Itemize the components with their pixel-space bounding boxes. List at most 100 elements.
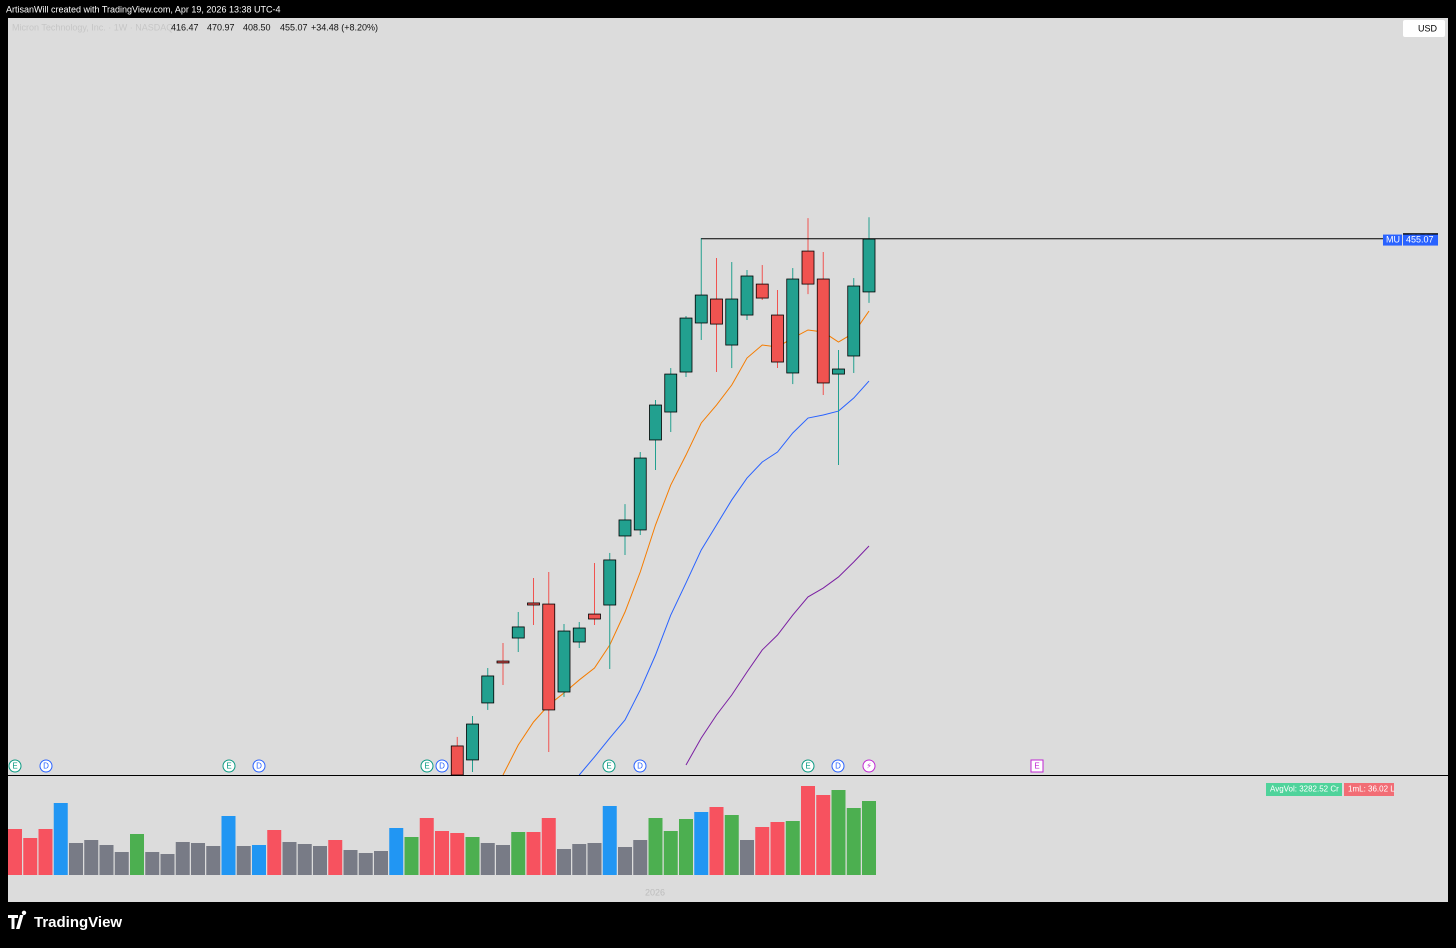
volume-bar xyxy=(221,816,236,875)
event-label: E xyxy=(424,762,429,771)
candle-body xyxy=(862,238,876,293)
candle-body xyxy=(679,317,693,373)
avg-vol-tag xyxy=(1266,783,1342,796)
candle-body xyxy=(725,298,739,346)
ohlc-value: 416.47 xyxy=(171,22,199,32)
ml-label: 1mL: 36.02 L xyxy=(1348,785,1395,794)
event-label: D xyxy=(43,762,49,771)
candle-body xyxy=(832,368,845,375)
volume-bar xyxy=(130,834,144,875)
chart-background xyxy=(8,18,1448,902)
volume-bar xyxy=(480,843,495,875)
volume-bar xyxy=(267,830,282,875)
candle-body xyxy=(755,283,769,299)
candle-body xyxy=(572,627,586,643)
volume-bar xyxy=(297,844,312,875)
volume-bar xyxy=(572,844,587,875)
volume-bar xyxy=(191,843,205,875)
change: +34.48 (+8.20%) xyxy=(311,22,378,32)
volume-bar xyxy=(8,829,22,875)
currency-button[interactable] xyxy=(1403,20,1445,37)
candle-body xyxy=(481,675,495,704)
last-price: 455.07 xyxy=(1406,234,1434,244)
volume-bar xyxy=(557,849,571,875)
volume-bar xyxy=(465,837,480,875)
event-marker xyxy=(633,759,647,773)
ohlc-value: 455.07 xyxy=(280,22,308,32)
event-marker xyxy=(831,759,845,773)
volume-bar xyxy=(724,815,739,875)
price-pane xyxy=(450,217,876,775)
candle-body xyxy=(710,298,723,325)
volume-bar xyxy=(846,808,861,875)
volume-bar xyxy=(526,832,541,875)
candle-body xyxy=(496,660,510,664)
footer-logo: TradingView xyxy=(34,914,122,931)
volume-bar xyxy=(755,827,770,875)
candle-body xyxy=(633,457,647,531)
volume-bar xyxy=(206,846,221,875)
event-marker xyxy=(435,759,449,773)
event-label: E xyxy=(12,762,17,771)
volume-bar xyxy=(663,831,678,875)
event-marker xyxy=(801,759,815,773)
volume-bar xyxy=(145,852,160,875)
candle-body xyxy=(511,626,525,639)
x-tick-label: 2026 xyxy=(645,887,665,897)
candle-body xyxy=(816,278,830,384)
volume-bar xyxy=(618,847,632,875)
avg-vol: AvgVol: 3282.52 Cr xyxy=(1270,785,1339,794)
event-label: ⚡ xyxy=(866,762,872,771)
volume-bar xyxy=(236,846,251,875)
ohlc-value: 408.50 xyxy=(243,22,271,32)
volume-bar xyxy=(740,840,754,875)
volume-bar xyxy=(602,806,617,875)
volume-bar xyxy=(496,845,510,875)
candle-body xyxy=(466,723,479,761)
volume-bar xyxy=(511,832,526,875)
event-marker xyxy=(602,759,616,773)
ticker: MU xyxy=(1386,234,1400,244)
event-label: D xyxy=(835,762,841,771)
volume-bar xyxy=(709,807,724,875)
candle-body xyxy=(618,519,632,537)
volume-bar xyxy=(313,846,327,875)
event-marker xyxy=(420,759,434,773)
event-label: E xyxy=(226,762,231,771)
volume-bar xyxy=(435,831,449,875)
event-marker xyxy=(252,759,266,773)
candle-body xyxy=(801,250,815,285)
moving-average xyxy=(578,380,870,775)
currency[interactable]: USD xyxy=(1418,23,1438,33)
event-marker xyxy=(862,759,876,773)
candle-body xyxy=(527,602,540,606)
event-label: D xyxy=(439,762,445,771)
symbol: Micron Technology, Inc. · 1W · NASDAQ xyxy=(12,22,173,32)
candle-body xyxy=(450,745,464,775)
volume-bar xyxy=(343,850,358,875)
volume-bar xyxy=(541,818,556,875)
candle-body xyxy=(786,278,800,374)
volume-bar xyxy=(160,854,175,875)
ticker-tag xyxy=(1383,234,1402,246)
event-marker xyxy=(222,759,236,773)
price-tag xyxy=(1403,234,1438,246)
volume-bar xyxy=(587,843,602,875)
volume-bar xyxy=(23,838,38,875)
volume-bar xyxy=(831,790,846,875)
ml-tag xyxy=(1344,783,1394,796)
volume-bar xyxy=(419,818,434,875)
event-label: E xyxy=(1034,762,1039,771)
candle-body xyxy=(557,630,571,693)
volume-bar xyxy=(38,829,53,875)
volume-bar xyxy=(114,852,129,875)
volume-bar xyxy=(358,853,373,875)
volume-bar xyxy=(282,842,297,875)
volume-bar xyxy=(450,833,465,875)
event-label: D xyxy=(637,762,643,771)
header: ArtisanWill created with TradingView.com… xyxy=(6,4,280,14)
volume-bar xyxy=(801,786,815,875)
volume-bar xyxy=(785,821,800,875)
